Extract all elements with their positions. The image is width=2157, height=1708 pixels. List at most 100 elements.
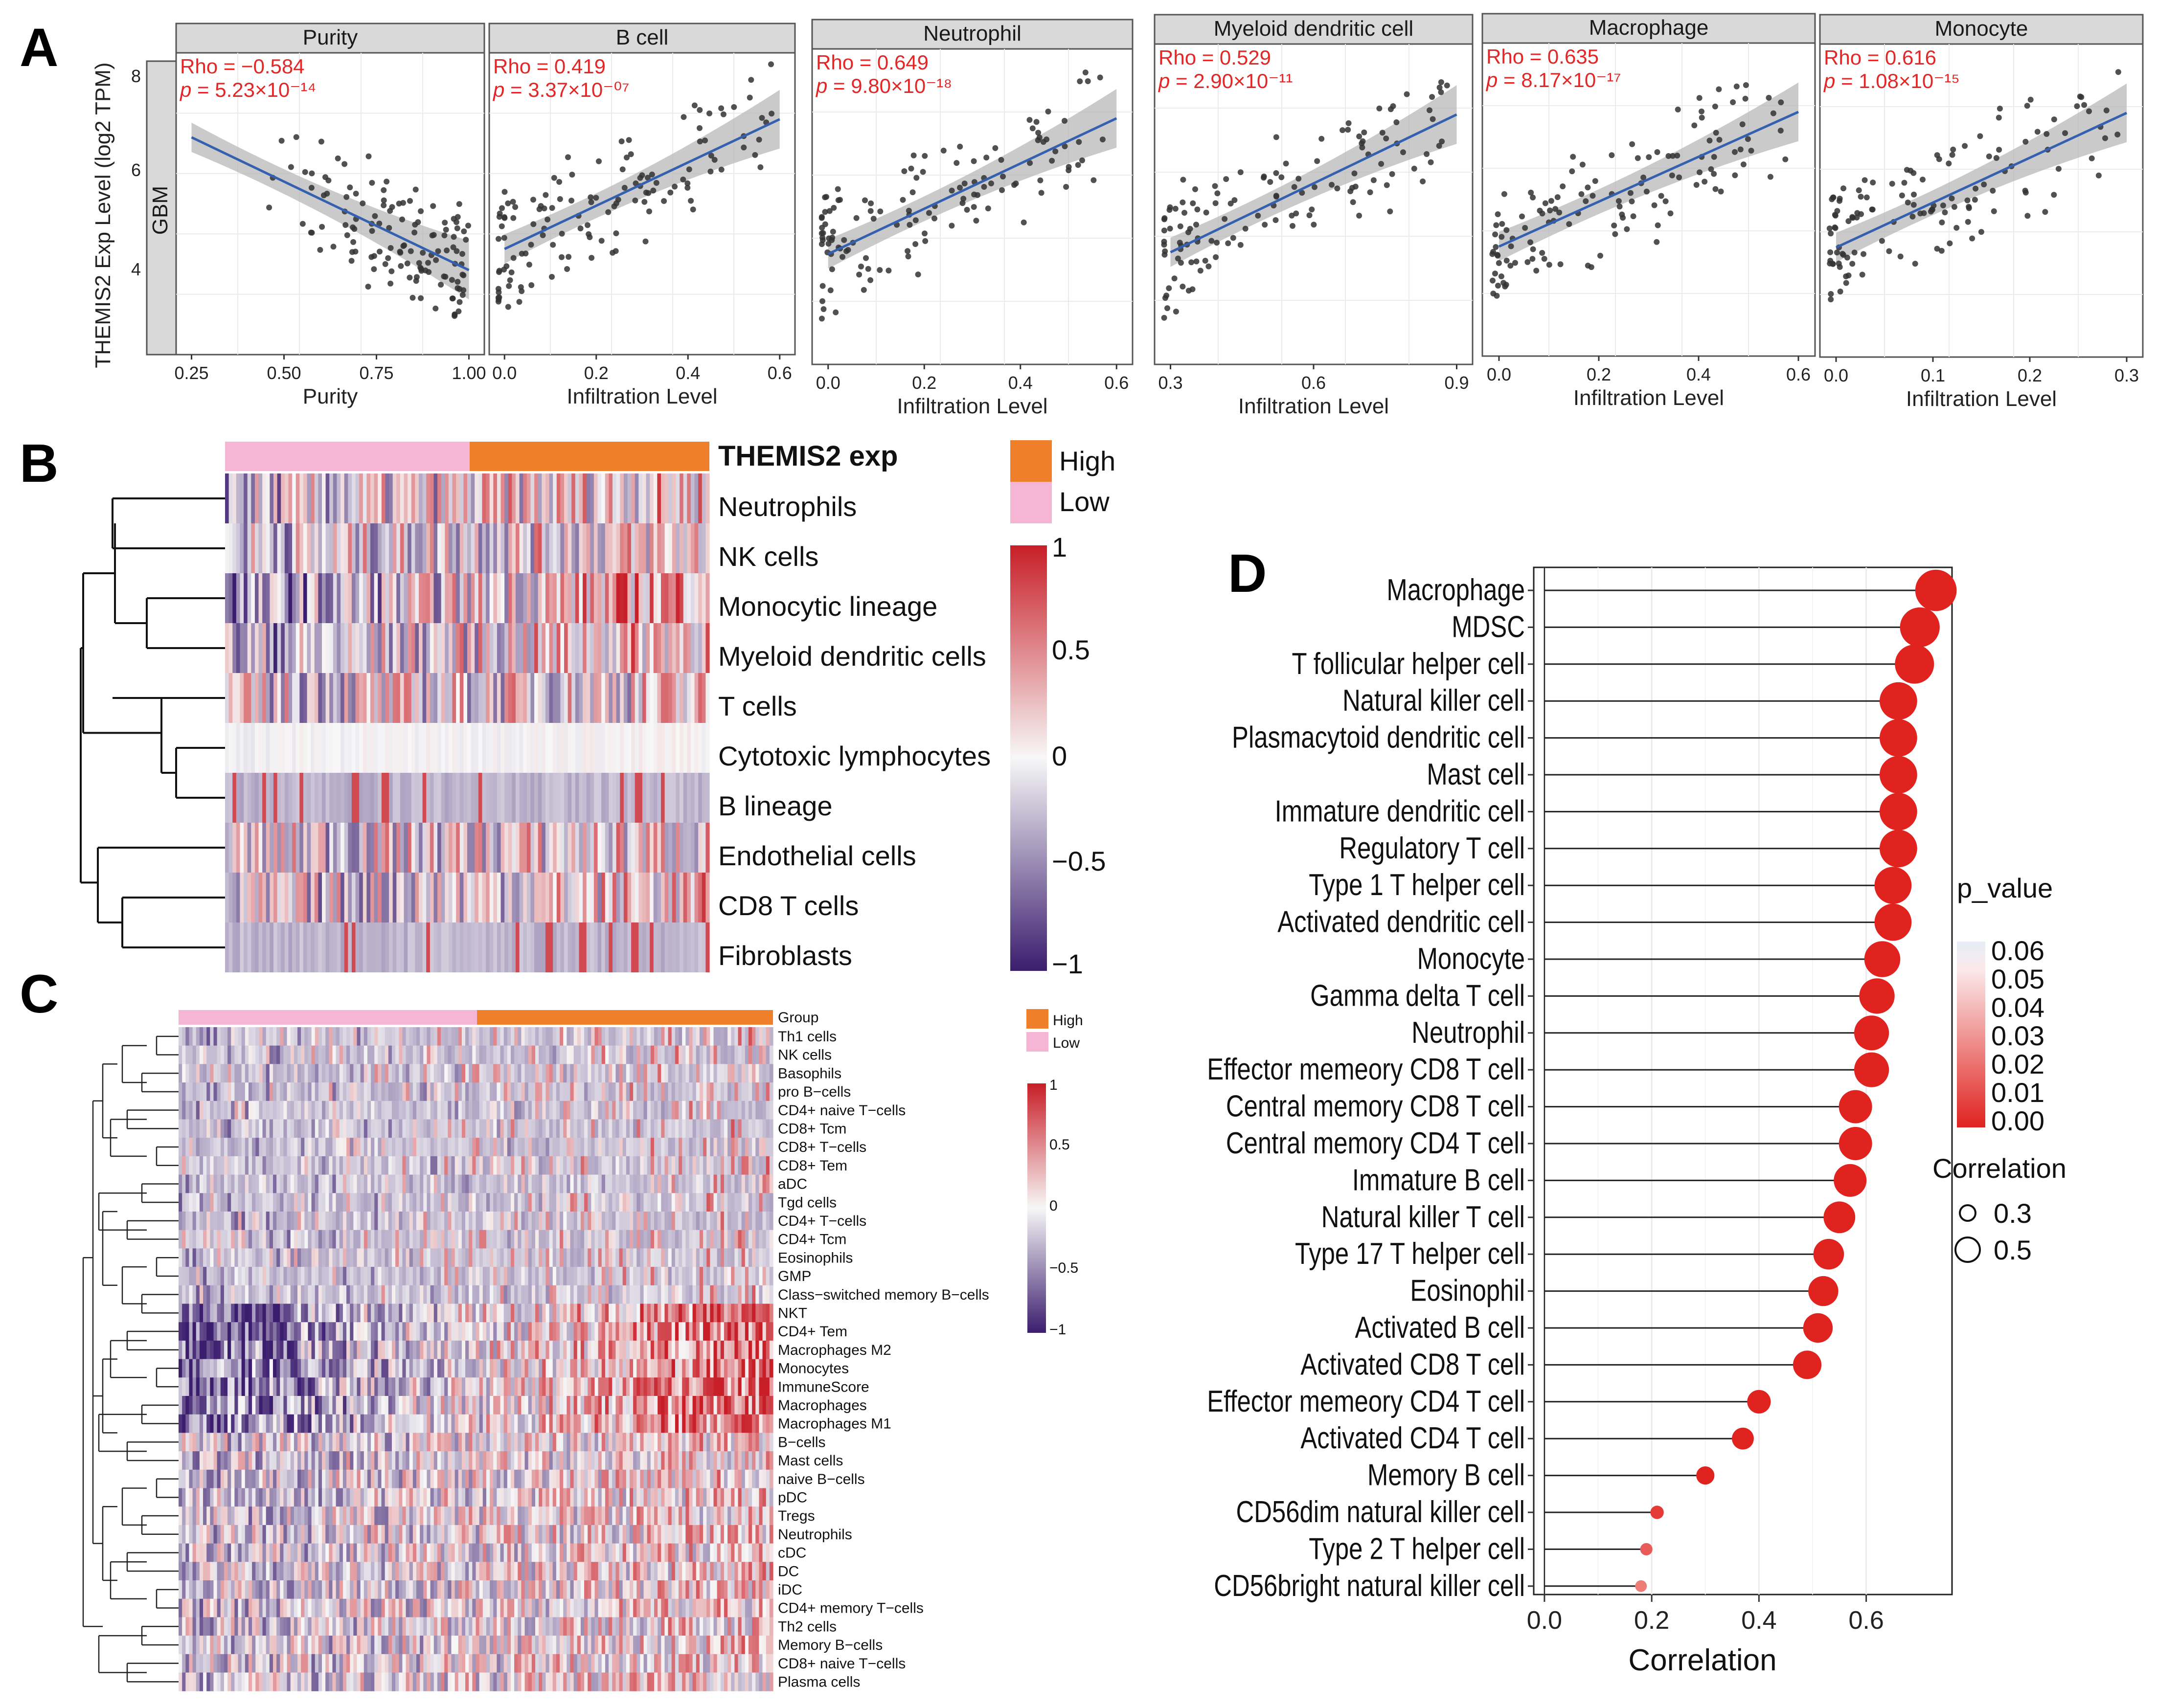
heatmap-cell [623, 723, 628, 773]
scatter-point [1045, 109, 1051, 114]
scatter-point [686, 166, 692, 173]
scatter-point [341, 161, 348, 167]
heatmap-cell [702, 673, 706, 723]
heatmap-cell [706, 1248, 710, 1267]
heatmap-cell [409, 1267, 413, 1286]
scatter-title: Purity [303, 25, 358, 49]
scatter-point [299, 221, 306, 227]
heatmap-cell [370, 573, 375, 623]
heatmap-cell [448, 573, 453, 623]
scatter-point [1991, 208, 1997, 214]
scatter-point [1711, 171, 1717, 177]
heatmap-cell [266, 1212, 270, 1231]
heatmap-cell [234, 1156, 239, 1175]
heatmap-cell [542, 523, 546, 573]
scatter-point [886, 268, 892, 274]
heatmap-cell [671, 1138, 676, 1157]
heatmap-cell [653, 573, 658, 623]
heatmap-cell [422, 823, 427, 873]
scatter-point [1732, 149, 1738, 155]
heatmap-cell [301, 1193, 305, 1212]
scatter-point [1548, 198, 1554, 204]
heatmap-cell [696, 1064, 700, 1083]
heatmap-cell [266, 1064, 270, 1083]
heatmap-cell [676, 922, 680, 972]
heatmap-cell [699, 1101, 704, 1120]
heatmap-cell [448, 1174, 452, 1193]
heatmap-cell [512, 773, 516, 823]
heatmap-cell [325, 823, 330, 873]
scatter-point [1076, 139, 1082, 145]
heatmap-cell [696, 1138, 700, 1157]
heatmap-cell [766, 1101, 770, 1120]
heatmap-cell [325, 773, 330, 823]
heatmap-cell [752, 1303, 756, 1323]
scatter-point [1737, 146, 1744, 153]
heatmap-cell [206, 1027, 210, 1046]
scatter-point [598, 238, 605, 244]
heatmap-cell [619, 1303, 623, 1323]
heatmap-cell [642, 673, 647, 723]
scatter-point [288, 164, 294, 170]
heatmap-cell [605, 1267, 609, 1286]
panel-a-row-label: GBM [148, 186, 172, 235]
heatmap-cell [609, 1174, 613, 1193]
heatmap-cell [687, 523, 691, 573]
heatmap-cell [552, 1212, 557, 1231]
heatmap-cell [210, 1285, 214, 1304]
heatmap-cell [535, 1285, 539, 1304]
heatmap-cell [332, 1248, 337, 1267]
heatmap-cell [616, 623, 620, 673]
heatmap-cell [598, 1285, 602, 1304]
heatmap-cell [668, 873, 673, 922]
heatmap-cell [523, 573, 527, 623]
heatmap-cell [290, 1045, 295, 1064]
heatmap-cell [748, 1064, 752, 1083]
heatmap-cell [549, 1230, 553, 1249]
heatmap-cell [465, 1045, 469, 1064]
heatmap-cell [690, 922, 695, 972]
scatter-point [1527, 239, 1533, 246]
heatmap-cell [404, 573, 408, 623]
heatmap-cell [329, 773, 334, 823]
heatmap-cell [605, 573, 609, 623]
heatmap-cell [626, 1082, 630, 1101]
heatmap-cell [433, 673, 438, 723]
heatmap-cell [276, 1082, 280, 1101]
heatmap-cell [322, 1138, 326, 1157]
scatter-point [856, 271, 863, 278]
heatmap-cell [591, 1267, 595, 1286]
scatter-point [459, 251, 465, 257]
heatmap-cell [366, 623, 371, 673]
heatmap-cell [281, 873, 285, 922]
scatter-point [431, 232, 437, 238]
heatmap-cell [486, 1267, 490, 1286]
heatmap-cell [583, 473, 587, 523]
heatmap-cell [220, 1248, 225, 1267]
heatmap-cell [385, 1267, 389, 1286]
heatmap-cell [262, 523, 267, 573]
heatmap-cell [252, 1230, 256, 1249]
heatmap-cell [245, 1045, 249, 1064]
heatmap-cell [706, 1138, 710, 1157]
heatmap-cell [664, 723, 669, 773]
heatmap-cell [636, 1156, 641, 1175]
scatter-point [906, 207, 912, 214]
heatmap-cell [385, 473, 389, 523]
scatter-point [1578, 191, 1585, 197]
heatmap-cell [643, 1119, 648, 1138]
heatmap-cell [332, 1156, 337, 1175]
heatmap-cell [472, 1082, 477, 1101]
panel-b-scale-tick: −0.5 [1052, 846, 1106, 876]
heatmap-cell [597, 623, 602, 673]
scatter-point [1917, 210, 1924, 217]
scatter-point [1411, 165, 1417, 172]
scatter-point [920, 169, 926, 175]
heatmap-cell [507, 1174, 511, 1193]
scatter-point [819, 283, 826, 289]
heatmap-cell [308, 1193, 312, 1212]
heatmap-cell [601, 1119, 606, 1138]
heatmap-cell [623, 473, 628, 523]
heatmap-cell [301, 1027, 305, 1046]
